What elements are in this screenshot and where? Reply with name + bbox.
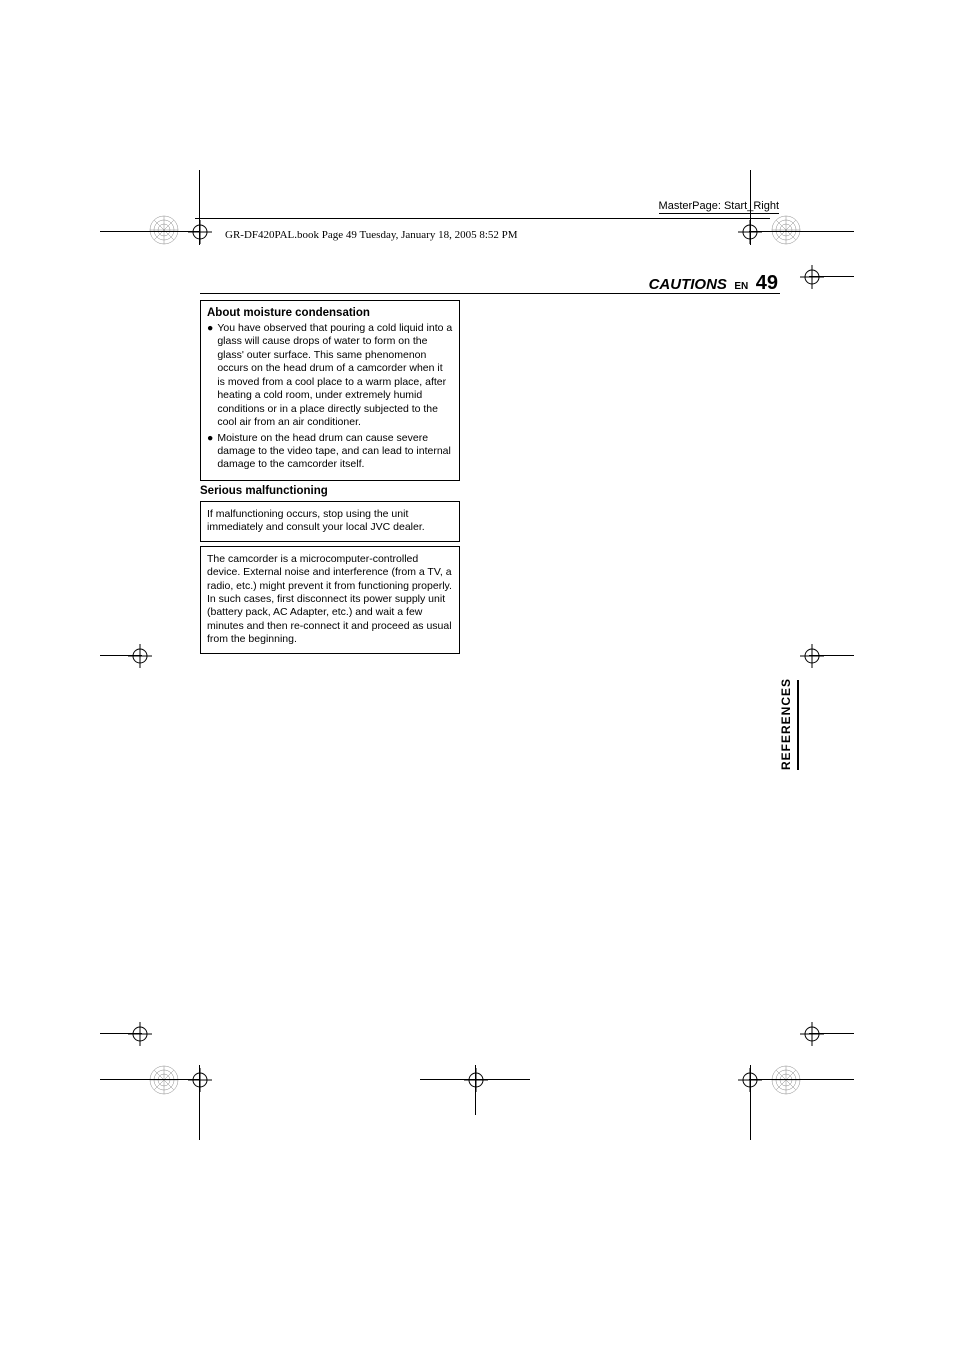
crop-line [809,1033,854,1034]
moisture-heading: About moisture condensation [207,307,453,319]
rosette-icon [771,215,801,245]
page-number: 49 [756,272,778,294]
crop-line [199,170,200,245]
header-rule [195,218,770,219]
registration-mark-icon [464,1068,488,1092]
bullet-icon: ● [207,432,213,472]
crop-line [809,655,854,656]
registration-mark-icon [800,644,824,668]
registration-mark-icon [128,644,152,668]
registration-mark-icon [800,1022,824,1046]
rosette-icon [149,1065,179,1095]
header-underline [200,293,780,294]
side-tab: REFERENCES [779,680,799,770]
crop-line [750,170,751,245]
crop-line [100,231,200,232]
content-column: About moisture condensation ● You have o… [200,300,460,658]
rosette-icon [149,215,179,245]
book-header: GR-DF420PAL.book Page 49 Tuesday, Januar… [225,229,518,241]
registration-mark-icon [800,265,824,289]
crop-line [749,231,854,232]
crop-line [199,1065,200,1140]
crop-line [100,1033,142,1034]
registration-mark-icon [188,220,212,244]
body-text: The camcorder is a microcomputer-control… [207,553,453,647]
malfunction-heading: Serious malfunctioning [200,485,460,497]
moisture-box: About moisture condensation ● You have o… [200,300,460,481]
crop-line [420,1079,530,1080]
lang-code: EN [734,281,748,292]
bullet-item: ● Moisture on the head drum can cause se… [207,432,453,472]
rosette-icon [771,1065,801,1095]
crop-line [750,1065,751,1140]
bullet-text: Moisture on the head drum can cause seve… [217,432,453,472]
crop-line [100,655,142,656]
crop-line [475,1065,476,1115]
body-text: If malfunctioning occurs, stop using the… [207,508,453,535]
bullet-text: You have observed that pouring a cold li… [217,322,453,430]
registration-mark-icon [128,1022,152,1046]
section-title: CAUTIONS [649,276,727,293]
bullet-item: ● You have observed that pouring a cold … [207,322,453,430]
registration-mark-icon [188,1068,212,1092]
malfunction-box: If malfunctioning occurs, stop using the… [200,501,460,542]
page-header: CAUTIONS EN 49 [649,272,778,295]
masterpage-label: MasterPage: Start_Right [659,200,779,214]
bullet-icon: ● [207,322,213,430]
crop-line [749,1079,854,1080]
crop-line [809,276,854,277]
microcomputer-box: The camcorder is a microcomputer-control… [200,546,460,654]
crop-line [100,1079,200,1080]
